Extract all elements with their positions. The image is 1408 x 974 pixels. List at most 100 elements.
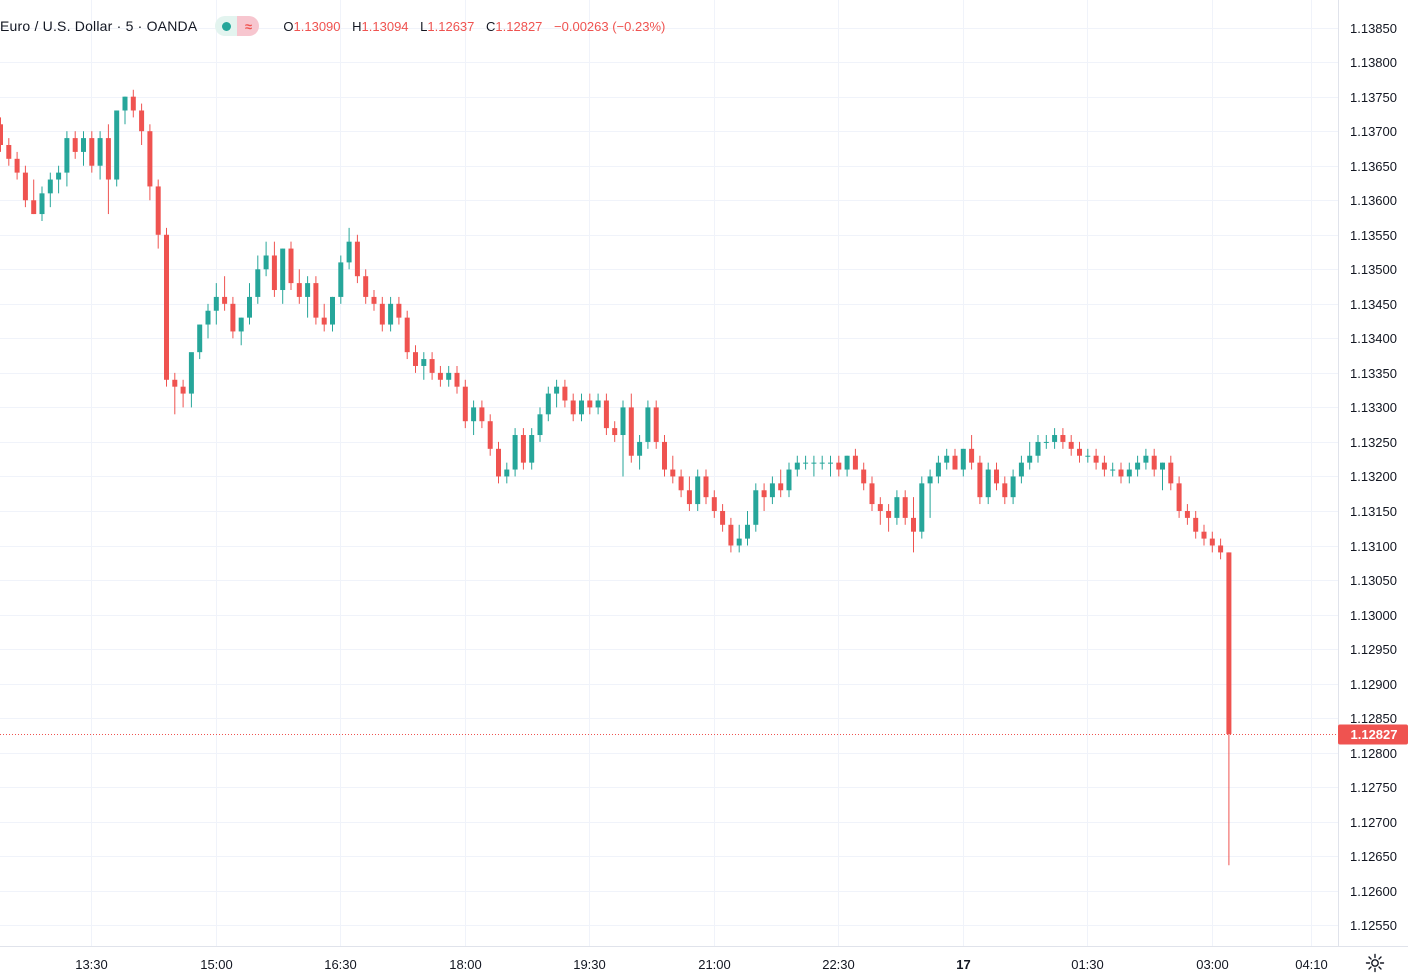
- candle-body: [869, 483, 875, 505]
- candle-body: [330, 296, 335, 325]
- candle-body: [1143, 455, 1149, 463]
- candle: [47, 172, 53, 208]
- candle-body: [313, 283, 319, 318]
- time-tick-label: 22:30: [822, 957, 855, 972]
- candle-body: [1176, 483, 1182, 511]
- gear-icon[interactable]: [1364, 952, 1386, 974]
- candle: [678, 469, 684, 498]
- candle-body: [612, 428, 618, 436]
- candle-body: [653, 407, 659, 442]
- candle: [852, 448, 858, 470]
- candle-body: [620, 407, 626, 436]
- candle-body: [205, 310, 211, 325]
- candle-body: [354, 241, 360, 277]
- candle: [1135, 455, 1141, 477]
- candle: [969, 435, 975, 470]
- candle: [81, 131, 86, 166]
- close-value: 1.12827: [495, 18, 543, 34]
- candle-body: [454, 372, 460, 387]
- time-tick-label: 17: [956, 957, 970, 972]
- candle: [321, 303, 327, 332]
- candle: [14, 151, 20, 180]
- wave-icon[interactable]: ≈: [237, 16, 260, 36]
- candle-body: [1168, 462, 1174, 484]
- candle-body: [736, 538, 742, 546]
- time-tick-label: 16:30: [324, 957, 357, 972]
- candle: [603, 393, 609, 436]
- candle-body: [429, 359, 435, 373]
- candle-body: [786, 469, 792, 491]
- candle-body: [579, 400, 584, 415]
- open-key: O: [283, 18, 294, 34]
- candle-body: [720, 510, 726, 525]
- price-axis[interactable]: 1.13850 1.13800 1.13750 1.13700 1.13650 1.136…: [1350, 21, 1397, 933]
- candle: [188, 352, 194, 408]
- last-price-label: 1.12827: [1351, 727, 1398, 742]
- candle: [205, 303, 211, 339]
- candle-body: [280, 248, 286, 291]
- candle-body: [803, 462, 809, 464]
- time-tick-label: 01:30: [1071, 957, 1104, 972]
- candle: [653, 400, 659, 449]
- candle: [1151, 448, 1157, 477]
- candle-body: [994, 469, 999, 484]
- candle-body: [89, 138, 95, 166]
- candle: [720, 504, 726, 532]
- candle-body: [852, 455, 858, 470]
- candle-body: [836, 462, 842, 470]
- price-tick-label: 1.13750: [1350, 90, 1397, 105]
- candle: [628, 393, 634, 463]
- candle-body: [0, 124, 3, 146]
- low-value: 1.12637: [427, 18, 475, 34]
- candle: [1193, 510, 1199, 539]
- candle: [869, 476, 875, 511]
- time-tick-label: 21:00: [698, 957, 731, 972]
- candle: [114, 110, 120, 187]
- candle: [1101, 455, 1107, 477]
- candle: [1110, 462, 1116, 477]
- candle-body: [670, 469, 676, 477]
- candle-body: [1085, 455, 1091, 457]
- candle-body: [462, 386, 468, 422]
- candle-body: [1035, 441, 1041, 456]
- candle: [703, 469, 709, 505]
- candle-body: [22, 172, 28, 201]
- candle: [56, 165, 62, 194]
- candle-body: [338, 262, 344, 297]
- candle-body: [197, 324, 203, 353]
- candle-body: [769, 483, 775, 498]
- time-axis[interactable]: 13:30 15:00 16:30 18:00 19:30 21:00 22:30 17 01:…: [75, 957, 1328, 972]
- high-key: H: [352, 18, 362, 34]
- candle: [554, 379, 560, 408]
- candle: [1027, 441, 1033, 470]
- candle: [97, 131, 103, 180]
- price-tick-label: 1.12800: [1350, 746, 1397, 761]
- candle-body: [935, 462, 941, 477]
- candle: [172, 372, 178, 415]
- candle: [413, 345, 418, 373]
- price-tick-label: 1.13850: [1350, 21, 1397, 36]
- candle-body: [520, 435, 526, 463]
- candle: [6, 138, 12, 166]
- price-tick-label: 1.12650: [1350, 849, 1397, 864]
- candle: [587, 393, 593, 415]
- change-value: −0.00263 (−0.23%): [554, 18, 666, 34]
- candle-body: [537, 414, 543, 436]
- price-tick-label: 1.12550: [1350, 918, 1397, 933]
- candle: [31, 179, 37, 215]
- open-value: 1.13090: [293, 18, 341, 34]
- candle: [944, 448, 950, 470]
- symbol-title[interactable]: Euro / U.S. Dollar · 5 · OANDA: [0, 18, 198, 34]
- dot-icon[interactable]: [215, 16, 238, 36]
- price-tick-label: 1.13200: [1350, 469, 1397, 484]
- candle: [147, 124, 153, 201]
- candle-body: [155, 186, 161, 235]
- candle-body: [628, 407, 634, 456]
- candle: [728, 517, 734, 553]
- candle-body: [64, 138, 70, 173]
- candle-body: [1093, 455, 1099, 463]
- candle: [927, 469, 933, 518]
- candle-body: [695, 476, 701, 505]
- candle: [1201, 524, 1207, 546]
